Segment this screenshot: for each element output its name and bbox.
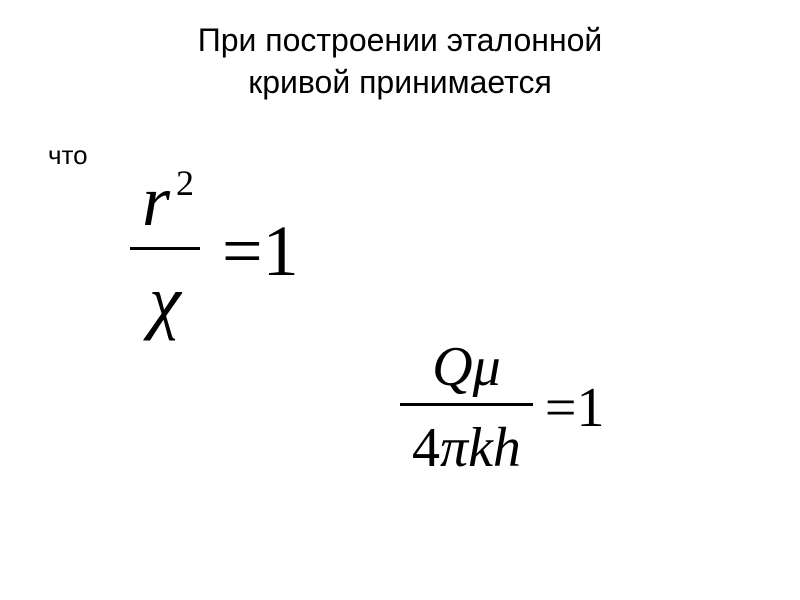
equation-2: Qμ 4πkh =1: [400, 335, 700, 480]
subtitle-text: что: [48, 140, 88, 171]
equation-1-line: [130, 247, 200, 250]
eq1-exponent: 2: [176, 163, 194, 203]
eq1-equals: =: [222, 211, 263, 291]
equation-2-fraction: Qμ 4πkh: [400, 335, 533, 480]
equation-1-denominator: χ: [130, 252, 200, 343]
equation-2-denominator: 4πkh: [400, 408, 533, 480]
eq2-mu: μ: [473, 336, 501, 398]
equation-1-fraction: r2 χ: [130, 160, 200, 343]
eq2-equals: =: [545, 377, 577, 439]
title-line-1: При построении эталонной: [198, 22, 603, 58]
eq2-one: 1: [577, 377, 605, 439]
eq1-one: 1: [263, 211, 299, 291]
slide-title: При построении эталонной кривой принимае…: [0, 0, 800, 103]
equation-1: r2 χ =1: [130, 160, 380, 343]
eq2-Q: Q: [432, 336, 472, 398]
equation-1-numerator: r2: [130, 160, 200, 245]
eq2-four: 4: [412, 417, 440, 479]
equation-2-rhs: =1: [545, 376, 605, 440]
title-line-2: кривой принимается: [248, 64, 552, 100]
eq1-r: r: [142, 161, 170, 241]
equation-2-line: [400, 403, 533, 406]
eq2-h: h: [493, 417, 521, 479]
eq1-chi: χ: [149, 261, 181, 341]
equation-1-rhs: =1: [222, 210, 299, 293]
eq2-k: k: [468, 417, 493, 479]
equation-2-numerator: Qμ: [400, 335, 533, 401]
eq2-pi: π: [440, 417, 468, 479]
